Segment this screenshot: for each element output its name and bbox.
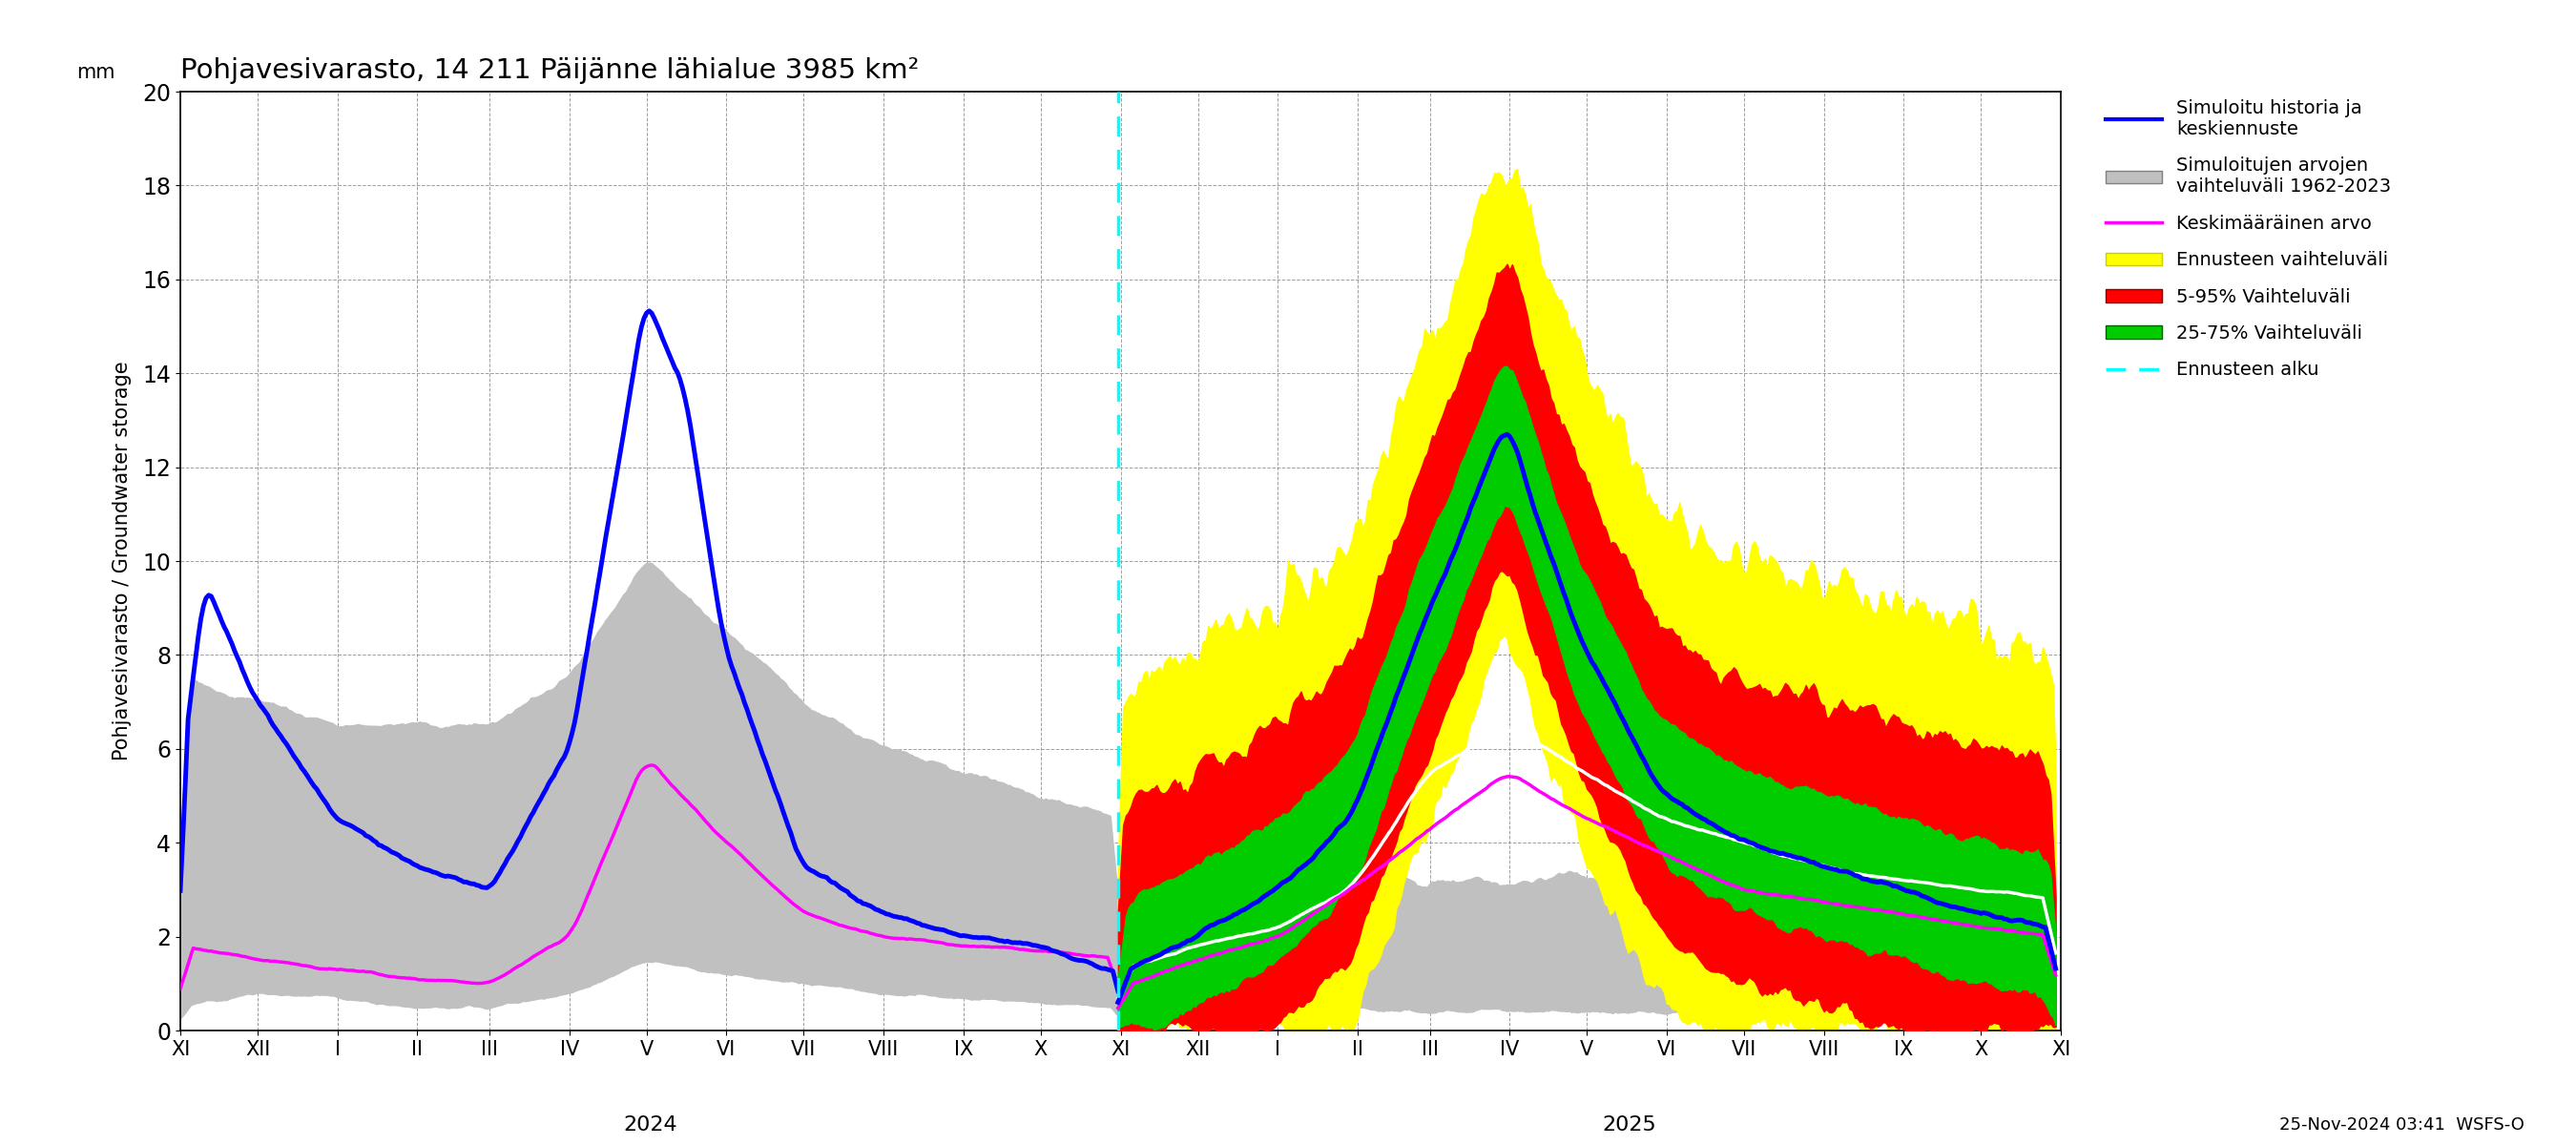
Text: Pohjavesivarasto, 14 211 Päijänne lähialue 3985 km²: Pohjavesivarasto, 14 211 Päijänne lähial… [180,57,920,84]
Text: 2024: 2024 [623,1115,677,1134]
Y-axis label: Pohjavesivarasto / Groundwater storage: Pohjavesivarasto / Groundwater storage [113,362,131,760]
Text: 2025: 2025 [1602,1115,1656,1134]
Legend: Simuloitu historia ja
keskiennuste, Simuloitujen arvojen
vaihteluväli 1962-2023,: Simuloitu historia ja keskiennuste, Simu… [2099,92,2398,387]
Text: mm: mm [77,63,116,82]
Text: 25-Nov-2024 03:41  WSFS-O: 25-Nov-2024 03:41 WSFS-O [2280,1116,2524,1134]
